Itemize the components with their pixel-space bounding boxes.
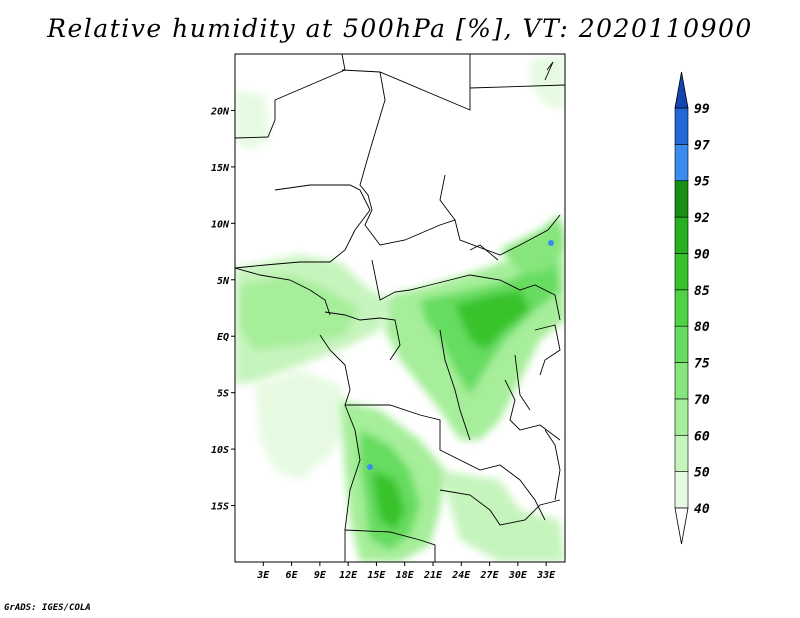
humidity-region-gulf-core xyxy=(240,275,360,350)
colorbar-label: 90 xyxy=(694,247,710,262)
colorbar-band xyxy=(674,253,689,291)
lon-tick-label: 12E xyxy=(339,570,358,581)
lat-tick-label: 20N xyxy=(210,106,230,117)
lat-tick-label: 15S xyxy=(211,502,229,513)
colorbar-band xyxy=(674,144,689,182)
colorbar-band xyxy=(674,325,689,363)
colorbar-label: 99 xyxy=(694,102,710,117)
colorbar-label: 70 xyxy=(694,393,710,408)
lon-tick-label: 30E xyxy=(508,570,528,581)
map-frame xyxy=(234,53,566,563)
humidity-region-angola-peak xyxy=(372,470,405,530)
lon-tick-label: 33E xyxy=(536,570,556,581)
country-borders xyxy=(235,54,565,562)
colorbar-label: 80 xyxy=(694,320,710,335)
colorbar-band xyxy=(674,471,689,509)
colorbar-label: 60 xyxy=(694,429,710,444)
lon-tick-label: 3E xyxy=(256,570,270,581)
colorbar-over-triangle xyxy=(674,71,689,109)
lon-tick-label: 6E xyxy=(286,570,299,581)
humidity-region-atlantic xyxy=(255,370,350,480)
lat-tick-label: 15N xyxy=(211,163,230,174)
lon-tick-label: 21E xyxy=(423,570,443,581)
humidity-region-congo-peak xyxy=(455,290,530,350)
high-humidity-spot-east xyxy=(548,240,554,246)
colorbar-label: 50 xyxy=(694,466,710,481)
longitude-axis: 3E 6E 9E 12E 15E 18E 21E 24E 27E 30E 33E xyxy=(256,562,556,581)
latitude-axis: 20N 15N 10N 5N EQ 5S 10S 15S xyxy=(210,106,235,513)
map-title: Relative humidity at 500hPa [%], VT: 202… xyxy=(47,14,753,43)
colorbar-band xyxy=(674,434,689,472)
colorbar-label: 92 xyxy=(694,211,710,226)
colorbar-band xyxy=(674,180,689,218)
lon-tick-label: 18E xyxy=(396,570,415,581)
colorbar: 40 50 60 70 75 80 85 90 92 95 97 99 xyxy=(674,71,710,545)
grads-credit: GrADS: IGES/COLA xyxy=(4,603,91,613)
lon-tick-label: 24E xyxy=(451,570,471,581)
colorbar-label: 85 xyxy=(694,284,710,299)
lat-tick-label: EQ xyxy=(217,332,229,343)
humidity-region-south xyxy=(440,470,565,562)
colorbar-band xyxy=(674,398,689,436)
colorbar-band xyxy=(674,289,689,327)
humidity-field xyxy=(235,55,565,562)
colorbar-under-triangle xyxy=(674,507,689,545)
humidity-region-ne xyxy=(530,55,565,110)
lat-tick-label: 5N xyxy=(217,276,230,287)
colorbar-label: 95 xyxy=(694,175,710,190)
colorbar-label: 40 xyxy=(694,502,710,517)
lon-tick-label: 27E xyxy=(480,570,500,581)
lat-tick-label: 10N xyxy=(211,219,230,230)
colorbar-band xyxy=(674,362,689,400)
humidity-region-east xyxy=(500,215,565,275)
lon-tick-label: 9E xyxy=(314,570,327,581)
lat-tick-label: 10S xyxy=(211,445,229,456)
lat-tick-label: 5S xyxy=(217,389,229,400)
lon-tick-label: 15E xyxy=(367,570,386,581)
high-humidity-spot-angola xyxy=(367,464,373,470)
colorbar-band xyxy=(674,107,689,145)
colorbar-label: 97 xyxy=(694,138,710,153)
colorbar-band xyxy=(674,216,689,254)
humidity-region-nw xyxy=(235,90,270,150)
colorbar-label: 75 xyxy=(694,357,710,372)
